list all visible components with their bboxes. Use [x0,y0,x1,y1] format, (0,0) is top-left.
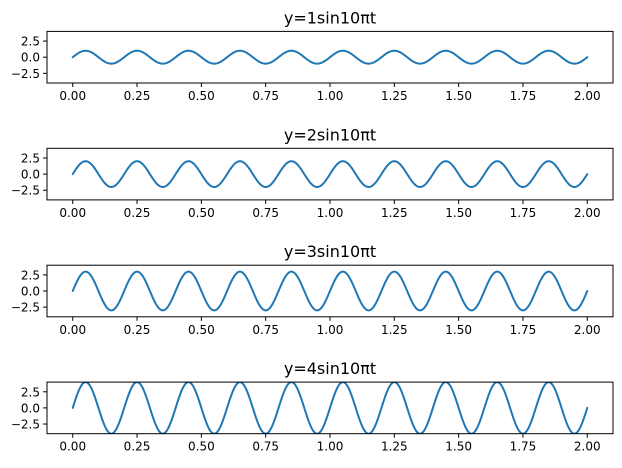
subplot-grid: y=1sin10πt 0.00 0.25 0.50 0.75 1.00 1.25 1.50 1.… [11,8,614,454]
chart-title: y=4sin10πt [284,359,376,378]
chart-title: y=1sin10πt [284,8,376,27]
x-tick-label: 1.00 [317,206,344,220]
x-tick-label: 0.50 [188,323,215,337]
x-tick-label: 1.00 [317,323,344,337]
x-tick-label: 0.50 [188,206,215,220]
y-tick-label: 2.5 [21,151,40,165]
y-tick-label: 0.0 [21,168,40,182]
y-tick-label: −2.5 [11,418,40,432]
y-tick-label: 2.5 [21,385,40,399]
series-line [71,382,589,434]
x-tick-label: 1.25 [381,206,408,220]
x-tick-label: 1.00 [317,89,344,103]
x-tick-label: 1.75 [510,89,537,103]
chart-title: y=3sin10πt [284,242,376,261]
x-tick-label: 1.50 [445,440,472,454]
x-tick-label: 1.25 [381,323,408,337]
y-tick-label: −2.5 [11,184,40,198]
series-line [71,160,589,188]
x-tick-label: 0.00 [59,89,86,103]
x-tick-label: 1.00 [317,440,344,454]
series-line [71,270,589,312]
x-tick-label: 0.50 [188,440,215,454]
x-tick-label: 2.00 [574,89,601,103]
y-tick-label: −2.5 [11,301,40,315]
chart-title: y=2sin10πt [284,125,376,144]
x-tick-label: 0.25 [124,323,151,337]
subplot-3: y=3sin10πt 0.00 0.25 0.50 0.75 1.00 1.25 1.50 1.… [11,242,614,337]
series-line [71,49,589,65]
y-tick-label: 0.0 [21,285,40,299]
x-tick-label: 1.75 [510,323,537,337]
subplot-1: y=1sin10πt 0.00 0.25 0.50 0.75 1.00 1.25 1.50 1.… [11,8,614,103]
x-tick-label: 2.00 [574,323,601,337]
x-tick-label: 1.25 [381,440,408,454]
x-tick-label: 1.75 [510,440,537,454]
y-tick-label: 0.0 [21,51,40,65]
x-tick-label: 0.00 [59,323,86,337]
x-tick-label: 0.50 [188,89,215,103]
x-tick-label: 0.00 [59,206,86,220]
x-tick-label: 1.50 [445,323,472,337]
x-tick-label: 2.00 [574,206,601,220]
x-tick-label: 1.25 [381,89,408,103]
subplot-4: y=4sin10πt 0.00 0.25 0.50 0.75 1.00 1.25 1.50 1.… [11,359,614,454]
x-tick-label: 0.00 [59,440,86,454]
x-tick-label: 0.25 [124,89,151,103]
x-tick-label: 0.25 [124,206,151,220]
y-tick-label: −2.5 [11,67,40,81]
x-tick-label: 0.75 [252,440,279,454]
y-tick-label: 2.5 [21,268,40,282]
x-tick-label: 0.75 [252,206,279,220]
x-tick-label: 0.25 [124,440,151,454]
x-tick-label: 1.50 [445,89,472,103]
y-tick-label: 0.0 [21,401,40,415]
y-tick-label: 2.5 [21,35,40,49]
x-tick-label: 1.50 [445,206,472,220]
x-tick-label: 0.75 [252,89,279,103]
x-tick-label: 0.75 [252,323,279,337]
x-tick-label: 1.75 [510,206,537,220]
subplot-2: y=2sin10πt 0.00 0.25 0.50 0.75 1.00 1.25 1.50 1.… [11,125,614,220]
x-tick-label: 2.00 [574,440,601,454]
